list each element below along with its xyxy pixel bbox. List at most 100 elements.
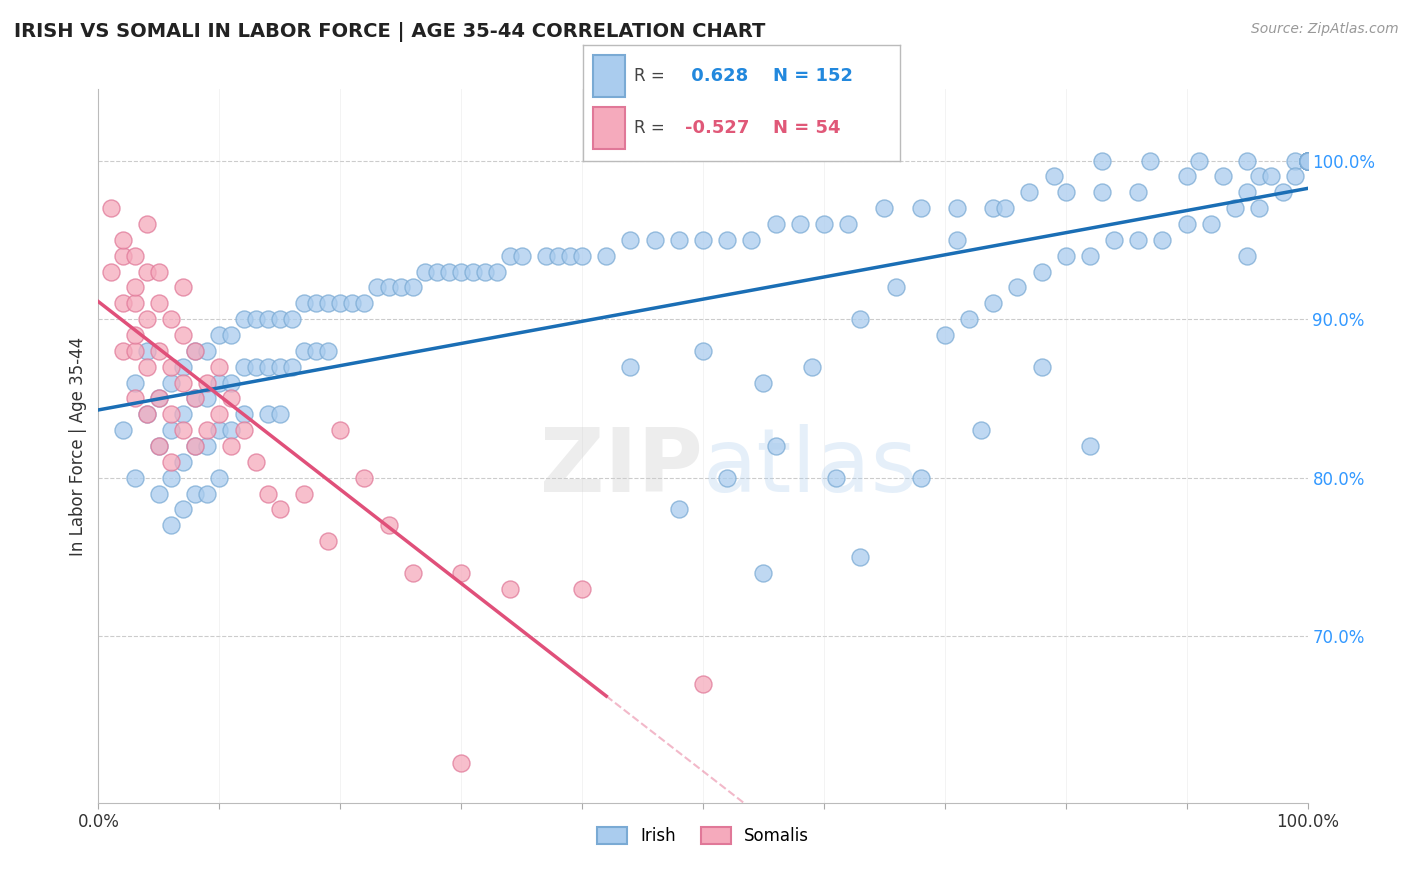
Point bbox=[716, 233, 738, 247]
Point bbox=[1007, 280, 1029, 294]
Text: ZIP: ZIP bbox=[540, 424, 703, 511]
Point bbox=[100, 201, 122, 215]
Point bbox=[232, 407, 254, 421]
Text: 0.628: 0.628 bbox=[685, 67, 748, 85]
Point bbox=[765, 217, 787, 231]
Point bbox=[160, 423, 183, 437]
Point bbox=[1296, 153, 1319, 168]
Point bbox=[124, 296, 146, 310]
Point bbox=[184, 486, 207, 500]
Point bbox=[208, 471, 231, 485]
Point bbox=[377, 280, 399, 294]
Point bbox=[534, 249, 557, 263]
Point bbox=[1249, 201, 1271, 215]
Point bbox=[474, 264, 496, 278]
Point bbox=[849, 312, 872, 326]
Point bbox=[135, 343, 157, 358]
Point bbox=[366, 280, 388, 294]
Point bbox=[292, 486, 315, 500]
Point bbox=[1296, 153, 1319, 168]
Point bbox=[135, 407, 157, 421]
Point bbox=[789, 217, 811, 231]
Point bbox=[160, 312, 183, 326]
Point bbox=[148, 392, 170, 406]
Point bbox=[184, 439, 207, 453]
Text: N = 54: N = 54 bbox=[773, 120, 841, 137]
Point bbox=[124, 392, 146, 406]
Point bbox=[172, 328, 194, 343]
Point bbox=[1236, 186, 1258, 200]
Point bbox=[269, 312, 291, 326]
Point bbox=[305, 343, 328, 358]
Point bbox=[208, 407, 231, 421]
Text: N = 152: N = 152 bbox=[773, 67, 853, 85]
Point bbox=[450, 566, 472, 580]
Point bbox=[111, 233, 134, 247]
Point bbox=[329, 296, 352, 310]
Point bbox=[752, 566, 775, 580]
Point bbox=[184, 343, 207, 358]
Point bbox=[486, 264, 509, 278]
Point bbox=[292, 296, 315, 310]
Point bbox=[716, 471, 738, 485]
Point bbox=[160, 518, 183, 533]
Point bbox=[342, 296, 364, 310]
Point bbox=[256, 312, 278, 326]
Point bbox=[160, 455, 183, 469]
Point bbox=[1199, 217, 1222, 231]
Point bbox=[135, 312, 157, 326]
Point bbox=[692, 677, 714, 691]
Point bbox=[1018, 186, 1040, 200]
Point bbox=[221, 392, 243, 406]
Point bbox=[1078, 439, 1101, 453]
Point bbox=[1296, 153, 1319, 168]
Point bbox=[184, 343, 207, 358]
Point bbox=[316, 296, 339, 310]
Point bbox=[571, 249, 593, 263]
Point bbox=[148, 439, 170, 453]
Point bbox=[1284, 153, 1306, 168]
Point bbox=[269, 407, 291, 421]
Point bbox=[1260, 169, 1282, 184]
Point bbox=[886, 280, 908, 294]
Point bbox=[148, 343, 170, 358]
Point bbox=[619, 233, 641, 247]
Point bbox=[184, 439, 207, 453]
Point bbox=[195, 423, 218, 437]
Point bbox=[1054, 186, 1077, 200]
Point bbox=[208, 423, 231, 437]
Point bbox=[837, 217, 859, 231]
Point bbox=[135, 407, 157, 421]
Point bbox=[1296, 153, 1319, 168]
Point bbox=[1296, 153, 1319, 168]
Point bbox=[426, 264, 449, 278]
Point bbox=[1152, 233, 1174, 247]
Point bbox=[208, 359, 231, 374]
Point bbox=[740, 233, 762, 247]
Text: -0.527: -0.527 bbox=[685, 120, 749, 137]
Point bbox=[1139, 153, 1161, 168]
Point bbox=[994, 201, 1017, 215]
Point bbox=[1249, 169, 1271, 184]
Point bbox=[825, 471, 848, 485]
Point bbox=[160, 376, 183, 390]
Point bbox=[1296, 153, 1319, 168]
Point bbox=[765, 439, 787, 453]
Point bbox=[269, 502, 291, 516]
Point bbox=[1296, 153, 1319, 168]
Point bbox=[232, 312, 254, 326]
Point bbox=[172, 280, 194, 294]
Point bbox=[946, 201, 969, 215]
Point bbox=[873, 201, 896, 215]
Point bbox=[619, 359, 641, 374]
Point bbox=[957, 312, 980, 326]
Point bbox=[316, 343, 339, 358]
Point bbox=[1296, 153, 1319, 168]
Point bbox=[910, 201, 932, 215]
Point bbox=[946, 233, 969, 247]
Point bbox=[172, 376, 194, 390]
Point bbox=[208, 376, 231, 390]
Point bbox=[1031, 359, 1053, 374]
Point bbox=[413, 264, 436, 278]
Point bbox=[934, 328, 956, 343]
